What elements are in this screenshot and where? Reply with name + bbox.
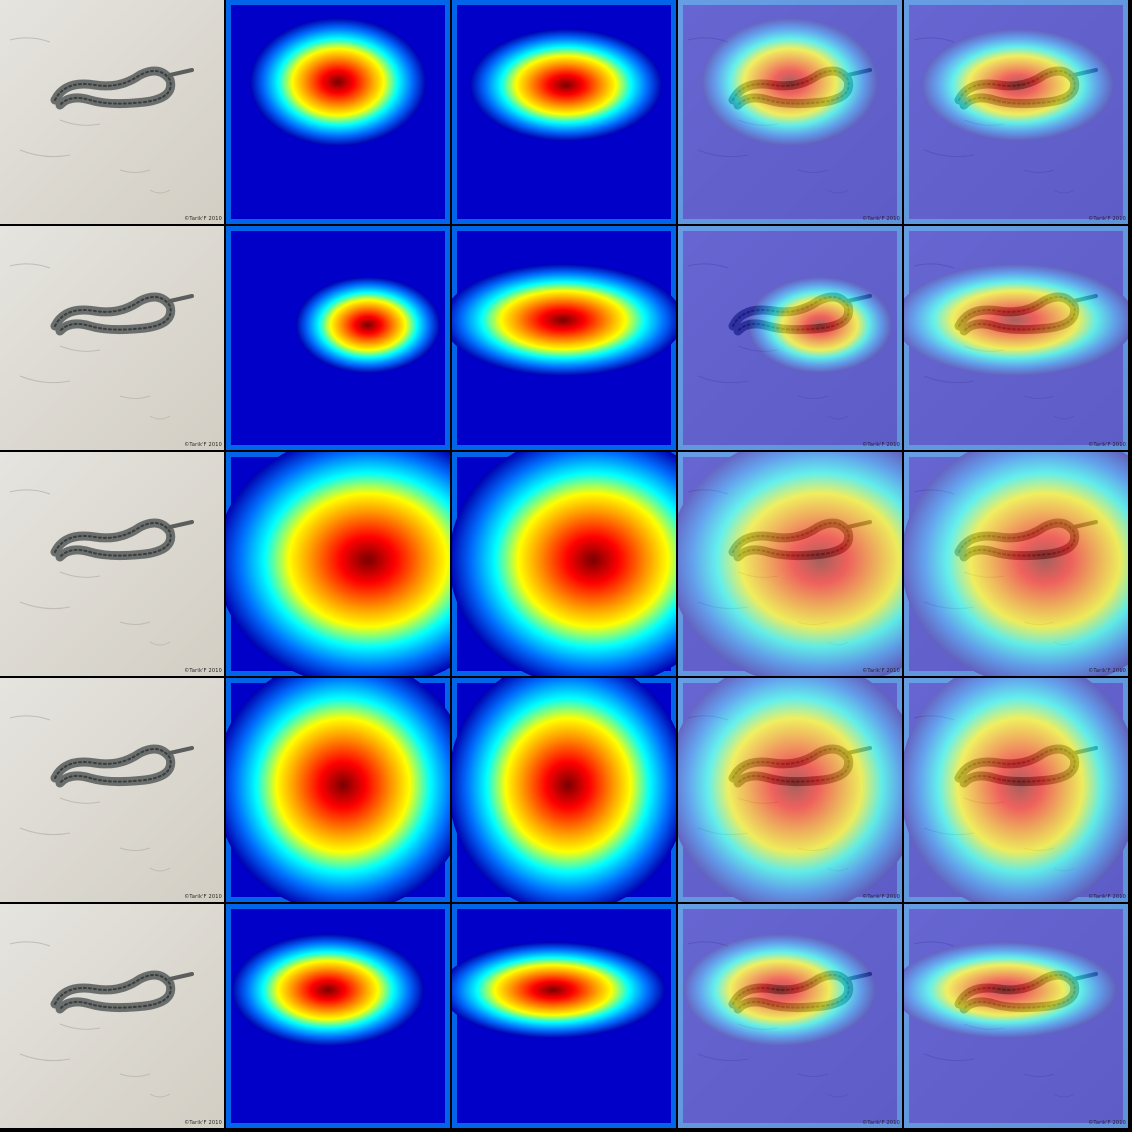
photo-credit: ©Tarik'F 2010 <box>1088 442 1126 448</box>
photo-credit: ©Tarik'F 2010 <box>862 1120 900 1126</box>
heatmap-image <box>226 226 450 450</box>
overlay-image <box>678 678 902 902</box>
snake <box>50 292 194 336</box>
photo-credit: ©Tarik'F 2010 <box>1088 216 1126 222</box>
snake <box>50 66 194 110</box>
sand-tracks <box>9 37 171 194</box>
photo-credit: ©Tarik'F 2010 <box>184 668 222 674</box>
heatmap-panel-r1-c3 <box>452 0 676 224</box>
snake <box>50 744 194 788</box>
sand-tracks <box>9 941 171 1098</box>
photo-panel-r2-c1: ©Tarik'F 2010 <box>0 226 224 450</box>
heatmap-panel-r4-c3 <box>452 678 676 902</box>
photo-image <box>0 226 224 450</box>
photo-image <box>0 678 224 902</box>
heatmap-panel-r3-c2 <box>226 452 450 676</box>
heatmap-panel-r4-c2 <box>226 678 450 902</box>
photo-credit: ©Tarik'F 2010 <box>184 442 222 448</box>
sand-tracks <box>9 489 171 646</box>
sand-tracks <box>9 263 171 420</box>
photo-credit: ©Tarik'F 2010 <box>862 442 900 448</box>
photo-credit: ©Tarik'F 2010 <box>184 894 222 900</box>
heatmap-image <box>452 226 676 450</box>
photo-panel-r3-c1: ©Tarik'F 2010 <box>0 452 224 676</box>
heatmap-panel-r5-c2 <box>226 904 450 1128</box>
heatmap-panel-r2-c3 <box>452 226 676 450</box>
overlay-panel-r2-c4: ©Tarik'F 2010 <box>678 226 902 450</box>
overlay-image <box>678 226 902 450</box>
photo-credit: ©Tarik'F 2010 <box>1088 894 1126 900</box>
overlay-image <box>904 0 1128 224</box>
overlay-image <box>678 452 902 676</box>
overlay-panel-r5-c4: ©Tarik'F 2010 <box>678 904 902 1128</box>
heatmap-image <box>452 0 676 224</box>
overlay-panel-r3-c5: ©Tarik'F 2010 <box>904 452 1128 676</box>
overlay-panel-r4-c5: ©Tarik'F 2010 <box>904 678 1128 902</box>
photo-credit: ©Tarik'F 2010 <box>184 216 222 222</box>
photo-image <box>0 0 224 224</box>
overlay-panel-r1-c5: ©Tarik'F 2010 <box>904 0 1128 224</box>
photo-credit: ©Tarik'F 2010 <box>184 1120 222 1126</box>
overlay-panel-r5-c5: ©Tarik'F 2010 <box>904 904 1128 1128</box>
overlay-panel-r4-c4: ©Tarik'F 2010 <box>678 678 902 902</box>
heatmap-panel-r3-c3 <box>452 452 676 676</box>
photo-credit: ©Tarik'F 2010 <box>1088 1120 1126 1126</box>
photo-credit: ©Tarik'F 2010 <box>862 894 900 900</box>
photo-panel-r4-c1: ©Tarik'F 2010 <box>0 678 224 902</box>
overlay-image <box>904 452 1128 676</box>
heatmap-panel-r1-c2 <box>226 0 450 224</box>
photo-panel-r1-c1: ©Tarik'F 2010 <box>0 0 224 224</box>
snake <box>50 970 194 1014</box>
overlay-image <box>904 226 1128 450</box>
overlay-image <box>904 904 1128 1128</box>
overlay-image <box>678 904 902 1128</box>
photo-credit: ©Tarik'F 2010 <box>862 668 900 674</box>
photo-image <box>0 452 224 676</box>
photo-panel-r5-c1: ©Tarik'F 2010 <box>0 904 224 1128</box>
heatmap-image <box>452 452 676 676</box>
overlay-panel-r3-c4: ©Tarik'F 2010 <box>678 452 902 676</box>
overlay-image <box>904 678 1128 902</box>
photo-credit: ©Tarik'F 2010 <box>1088 668 1126 674</box>
photo-credit: ©Tarik'F 2010 <box>862 216 900 222</box>
heatmap-image <box>452 678 676 902</box>
heatmap-panel-r5-c3 <box>452 904 676 1128</box>
overlay-panel-r2-c5: ©Tarik'F 2010 <box>904 226 1128 450</box>
heatmap-image <box>226 904 450 1128</box>
heatmap-image <box>226 452 450 676</box>
overlay-image <box>678 0 902 224</box>
heatmap-panel-r2-c2 <box>226 226 450 450</box>
snake <box>50 518 194 562</box>
overlay-panel-r1-c4: ©Tarik'F 2010 <box>678 0 902 224</box>
sand-tracks <box>9 715 171 872</box>
heatmap-image <box>226 678 450 902</box>
heatmap-image <box>226 0 450 224</box>
photo-image <box>0 904 224 1128</box>
heatmap-image <box>452 904 676 1128</box>
